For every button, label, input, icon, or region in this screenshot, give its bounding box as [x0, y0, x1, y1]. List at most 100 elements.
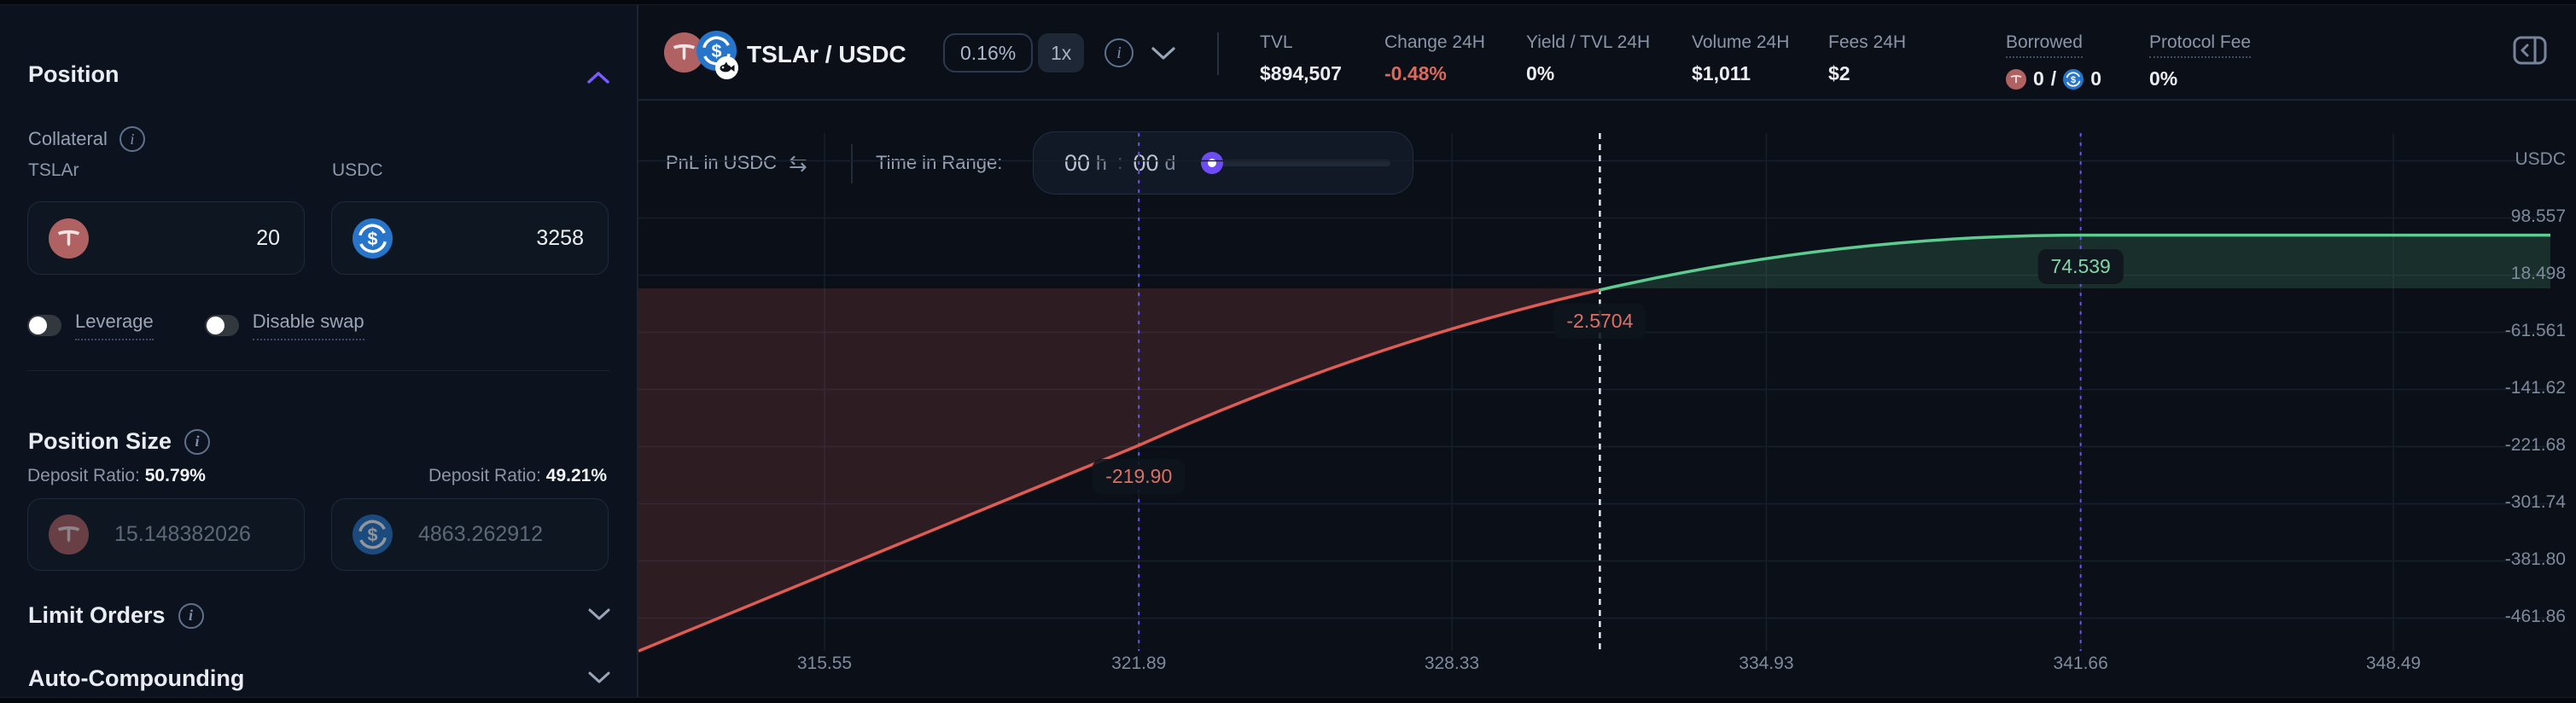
pnl-chart: USDC 98.557 18.498 -61.561 -141.62 -221.68 -30… — [638, 101, 2574, 697]
x-tick-label: 328.33 — [1424, 654, 1480, 673]
y-axis-unit-label: USDC — [2515, 148, 2566, 169]
auto-compounding-label: Auto-Compounding — [28, 665, 245, 691]
stat-volume-24h: Volume 24H $1,011 — [1692, 32, 1789, 85]
stat-value: -0.48% — [1384, 62, 1447, 84]
disable-swap-toggle[interactable] — [204, 315, 239, 336]
pnl-curve-positive — [1600, 233, 2550, 292]
x-tick-label: 321.89 — [1111, 654, 1167, 673]
toggle-knob — [206, 317, 224, 334]
pool-panel: TSLAr / USDC 0.16% 1x i TVL $894,507 Cha… — [638, 5, 2576, 697]
limit-orders-label: Limit Orders — [28, 602, 166, 628]
stat-value: $894,507 — [1260, 62, 1342, 84]
stat-change-24h: Change 24H -0.48% — [1384, 32, 1485, 85]
stat-label: Yield / TVL 24H — [1526, 32, 1651, 52]
hours-unit: h — [1096, 151, 1107, 174]
deposit-ratio-label: Deposit Ratio: — [428, 466, 541, 485]
position-size-amount-tslar: 15.148382026 — [114, 522, 251, 546]
pair-info-icon[interactable]: i — [1104, 38, 1134, 67]
y-tick-label: 18.498 — [2510, 263, 2566, 283]
token-label-tslar: TSLAr — [28, 160, 79, 180]
borrowed-separator: / — [2050, 67, 2057, 90]
position-size-header: Position Size i — [28, 428, 211, 455]
hours-input[interactable]: 00 — [1064, 149, 1091, 176]
stat-borrowed: Borrowed 0 / 0 — [2006, 32, 2101, 90]
pnl-at-current-price: -2.5704 — [1553, 304, 1646, 340]
slider-thumb[interactable] — [1201, 152, 1224, 174]
days-input[interactable]: 00 — [1133, 149, 1159, 176]
deposit-ratio-usdc: Deposit Ratio: 49.21% — [428, 466, 607, 486]
stat-fees-24h: Fees 24H $2 — [1828, 32, 1906, 85]
deposit-ratio-value: 49.21% — [545, 466, 607, 485]
collateral-amount-tslar[interactable]: 20 — [256, 225, 280, 250]
y-tick-label: -381.80 — [2504, 549, 2566, 569]
collateral-amount-usdc[interactable]: 3258 — [536, 225, 584, 250]
leverage-badge: 1x — [1038, 33, 1085, 73]
fee-tier-badge: 0.16% — [943, 33, 1034, 73]
leverage-label[interactable]: Leverage — [75, 311, 154, 340]
pnl-at-upper-bound: 74.539 — [2037, 248, 2124, 284]
time-range-slider[interactable] — [1201, 152, 1390, 174]
collapse-position-icon[interactable] — [586, 70, 611, 85]
stat-label: Change 24H — [1384, 32, 1485, 52]
toggle-knob — [29, 317, 47, 334]
pnl-curve-negative — [638, 288, 1600, 653]
pnl-chart-canvas — [638, 133, 2550, 653]
collateral-label: Collateral — [28, 128, 108, 149]
stat-value: 0 / 0 — [2006, 67, 2101, 90]
usdc-icon — [353, 514, 393, 555]
y-tick-label: 98.557 — [2510, 206, 2566, 226]
collateral-info-icon[interactable]: i — [119, 126, 145, 152]
days-unit: d — [1164, 151, 1176, 174]
auto-compounding-section[interactable]: Auto-Compounding — [28, 665, 244, 692]
sidebar-title: Position — [28, 61, 119, 87]
x-tick-label: 348.49 — [2365, 654, 2422, 673]
auto-compounding-chevron-icon[interactable] — [587, 671, 611, 685]
x-tick-label: 334.93 — [1739, 654, 1794, 673]
leverage-toggle[interactable] — [27, 315, 61, 336]
deposit-ratio-tslar: Deposit Ratio: 50.79% — [27, 466, 206, 486]
borrowed-tslar: 0 — [2033, 67, 2044, 90]
controls-separator — [851, 144, 853, 183]
collateral-input-tslar[interactable]: 20 — [27, 201, 305, 275]
disable-swap-label[interactable]: Disable swap — [252, 311, 364, 340]
pool-header: TSLAr / USDC 0.16% 1x i TVL $894,507 Cha… — [638, 5, 2576, 101]
token-label-usdc: USDC — [332, 160, 383, 180]
pnl-unit-control: PnL in USDC ⇆ — [666, 152, 807, 174]
slider-track[interactable] — [1201, 160, 1390, 166]
time-separator: : — [1116, 151, 1123, 174]
stat-label[interactable]: Borrowed — [2006, 32, 2083, 58]
stat-yield-tvl-24h: Yield / TVL 24H 0% — [1526, 32, 1650, 85]
position-size-info-icon[interactable]: i — [184, 428, 211, 455]
y-tick-label: -301.74 — [2504, 491, 2566, 512]
loss-area — [638, 288, 1600, 652]
deposit-ratio-value: 50.79% — [144, 466, 206, 485]
toggles-row: Leverage Disable swap — [27, 311, 416, 340]
limit-orders-info-icon[interactable]: i — [178, 602, 204, 629]
pair-selector-chevron-icon[interactable] — [1151, 46, 1176, 62]
x-tick-label: 315.55 — [796, 654, 853, 673]
limit-orders-chevron-icon[interactable] — [587, 607, 611, 622]
stat-label[interactable]: Protocol Fee — [2149, 32, 2252, 58]
position-size-tslar: 15.148382026 — [27, 498, 305, 571]
pair-icons — [664, 31, 749, 84]
time-in-range-pill: 00 h : 00 d — [1033, 131, 1413, 195]
pnl-at-lower-bound: -219.90 — [1093, 459, 1186, 495]
collapse-panel-button[interactable] — [2513, 36, 2547, 65]
usdc-icon — [353, 218, 393, 259]
stat-value: 0% — [1526, 62, 1555, 84]
tslar-icon — [49, 218, 89, 259]
stat-label: TVL — [1260, 32, 1293, 52]
stat-label: Volume 24H — [1692, 32, 1790, 52]
pair-title[interactable]: TSLAr / USDC — [747, 41, 906, 67]
app-window: Position Collateral i TSLAr USDC 20 3258… — [0, 4, 2576, 698]
limit-orders-section[interactable]: Limit Orders i — [28, 602, 204, 629]
x-tick-label: 341.66 — [2053, 654, 2108, 673]
stat-value: $2 — [1828, 62, 1850, 84]
swap-unit-icon[interactable]: ⇆ — [789, 150, 807, 176]
stat-value: $1,011 — [1692, 62, 1751, 84]
y-tick-label: -461.86 — [2504, 606, 2566, 626]
collateral-input-usdc[interactable]: 3258 — [331, 201, 609, 275]
sidebar-divider — [27, 370, 609, 371]
stat-label: Fees 24H — [1828, 32, 1907, 52]
position-size-label: Position Size — [28, 428, 172, 454]
